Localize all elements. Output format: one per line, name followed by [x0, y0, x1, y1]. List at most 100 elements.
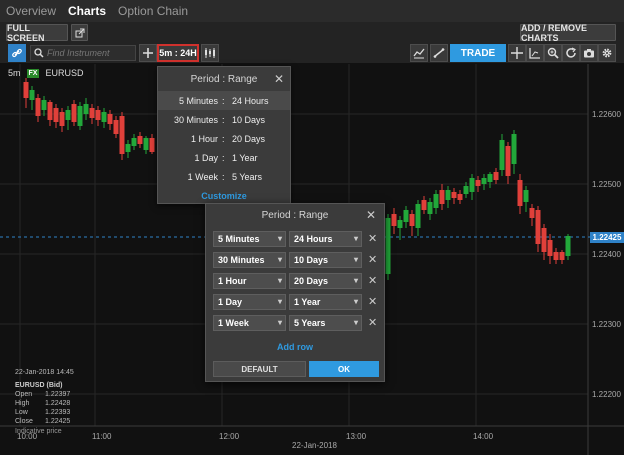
close-icon[interactable]: ✕	[273, 72, 284, 86]
candle-body	[523, 190, 529, 202]
custom-period-dialog: Period : Range ✕ 5 Minutes ▾ 24 Hours ▾ ✕ …	[205, 203, 385, 382]
range-select[interactable]: 1 Year ▾	[289, 294, 362, 310]
range-select-value: 5 Years	[294, 318, 326, 328]
candle-body	[439, 190, 445, 204]
remove-row-icon[interactable]: ✕	[368, 233, 378, 245]
chart-type-button[interactable]	[201, 44, 219, 62]
tab-option-chain[interactable]: Option Chain	[118, 4, 189, 18]
candle-body	[427, 202, 433, 214]
remove-row-icon[interactable]: ✕	[368, 275, 378, 287]
full-screen-button[interactable]: FULL SCREEN	[6, 23, 68, 43]
tab-overview[interactable]: Overview	[6, 4, 57, 18]
remove-row-icon[interactable]: ✕	[368, 254, 378, 266]
chevron-down-icon: ▾	[353, 234, 358, 243]
info-title: EURUSD (Bid)	[15, 382, 63, 389]
chevron-down-icon: ▾	[277, 234, 282, 243]
range-select[interactable]: 20 Days ▾	[289, 273, 362, 289]
add-row-link[interactable]: Add row	[277, 342, 313, 352]
period-option-left: 1 Week	[187, 171, 218, 182]
current-price-tag: 1.22425	[590, 232, 624, 243]
candle-body	[481, 178, 487, 184]
gear-icon	[602, 48, 612, 58]
candle-body	[451, 192, 457, 198]
period-option[interactable]: 30 Minutes:10 Days	[158, 110, 290, 129]
period-select[interactable]: 30 Minutes ▾	[213, 252, 286, 268]
candle-body	[143, 138, 149, 150]
screenshot-button[interactable]	[580, 44, 598, 62]
chevron-down-icon: ▾	[353, 276, 358, 285]
add-remove-charts-button[interactable]: ADD / REMOVE CHARTS	[520, 23, 616, 43]
remove-row-icon[interactable]: ✕	[368, 296, 378, 308]
price-chart[interactable]: 5m FX EURUSD 1.22600 1.22500 1.22400 1.2…	[0, 64, 624, 455]
customize-link[interactable]: Customize	[201, 191, 247, 201]
axis-button[interactable]	[526, 44, 544, 62]
period-menu-header: Period : Range ✕	[158, 67, 290, 91]
period-range-button[interactable]: 5m : 24H	[157, 44, 199, 62]
high-label: High	[15, 400, 30, 407]
period-select[interactable]: 5 Minutes ▾	[213, 231, 286, 247]
chart-instrument-header: 5m FX EURUSD	[8, 68, 83, 78]
top-tab-bar: Overview Charts Option Chain	[0, 0, 624, 22]
candle-body	[113, 120, 119, 134]
search-input[interactable]	[47, 48, 133, 58]
range-select-value: 1 Year	[294, 297, 321, 307]
period-option-sep: :	[222, 152, 225, 163]
candle-body	[529, 208, 535, 218]
draw-line-button[interactable]	[430, 44, 448, 62]
popout-button[interactable]	[71, 24, 88, 41]
range-select[interactable]: 24 Hours ▾	[289, 231, 362, 247]
period-option[interactable]: 1 Hour:20 Days	[158, 129, 290, 148]
period-option-sep: :	[222, 95, 225, 106]
candle-body	[469, 178, 475, 192]
refresh-button[interactable]	[562, 44, 580, 62]
default-button[interactable]: DEFAULT	[213, 361, 306, 377]
link-button[interactable]	[8, 44, 26, 62]
candle-body	[565, 236, 571, 256]
period-select[interactable]: 1 Hour ▾	[213, 273, 286, 289]
candle-body	[89, 108, 95, 118]
period-select[interactable]: 1 Week ▾	[213, 315, 286, 331]
ohlc-info-panel: 22-Jan-2018 14:45 EURUSD (Bid) Open 1.223…	[15, 368, 74, 436]
candle-body	[517, 180, 523, 206]
period-option[interactable]: 1 Day:1 Year	[158, 148, 290, 167]
tab-charts[interactable]: Charts	[68, 4, 107, 18]
close-icon[interactable]: ✕	[365, 208, 376, 222]
candle-body	[505, 146, 511, 176]
candle-body	[445, 190, 451, 200]
settings-button[interactable]	[598, 44, 616, 62]
indicators-button[interactable]	[410, 44, 428, 62]
candle-body	[29, 90, 35, 100]
interval-label: 5m	[8, 68, 21, 78]
period-range-row: 5 Minutes ▾ 24 Hours ▾ ✕	[213, 231, 381, 247]
time-label: 13:00	[346, 432, 367, 441]
candle-body	[541, 228, 547, 252]
date-label: 22-Jan-2018	[292, 441, 337, 450]
period-option-sep: :	[222, 171, 225, 182]
period-range-row: 1 Hour ▾ 20 Days ▾ ✕	[213, 273, 381, 289]
indicator-icon	[413, 48, 425, 59]
candle-body	[409, 214, 415, 226]
period-option[interactable]: 5 Minutes:24 Hours	[158, 91, 290, 110]
crosshair-icon	[511, 47, 523, 59]
candle-body	[403, 210, 409, 222]
time-label: 11:00	[92, 432, 112, 441]
camera-icon	[584, 49, 594, 58]
instrument-search[interactable]	[30, 45, 136, 61]
range-select[interactable]: 10 Days ▾	[289, 252, 362, 268]
range-select[interactable]: 5 Years ▾	[289, 315, 362, 331]
remove-row-icon[interactable]: ✕	[368, 317, 378, 329]
candle-body	[475, 180, 481, 186]
period-range-row: 30 Minutes ▾ 10 Days ▾ ✕	[213, 252, 381, 268]
custom-dialog-title: Period : Range	[261, 209, 329, 221]
zoom-button[interactable]	[544, 44, 562, 62]
candle-body	[391, 214, 397, 226]
period-select[interactable]: 1 Day ▾	[213, 294, 286, 310]
low-label: Low	[15, 409, 28, 416]
crosshair-button[interactable]	[508, 44, 526, 62]
period-option[interactable]: 1 Week:5 Years	[158, 167, 290, 186]
add-instrument-button[interactable]	[139, 44, 157, 62]
trade-button[interactable]: TRADE	[450, 44, 506, 62]
chevron-down-icon: ▾	[353, 318, 358, 327]
axis-icon	[529, 48, 540, 59]
ok-button[interactable]: OK	[309, 361, 379, 377]
